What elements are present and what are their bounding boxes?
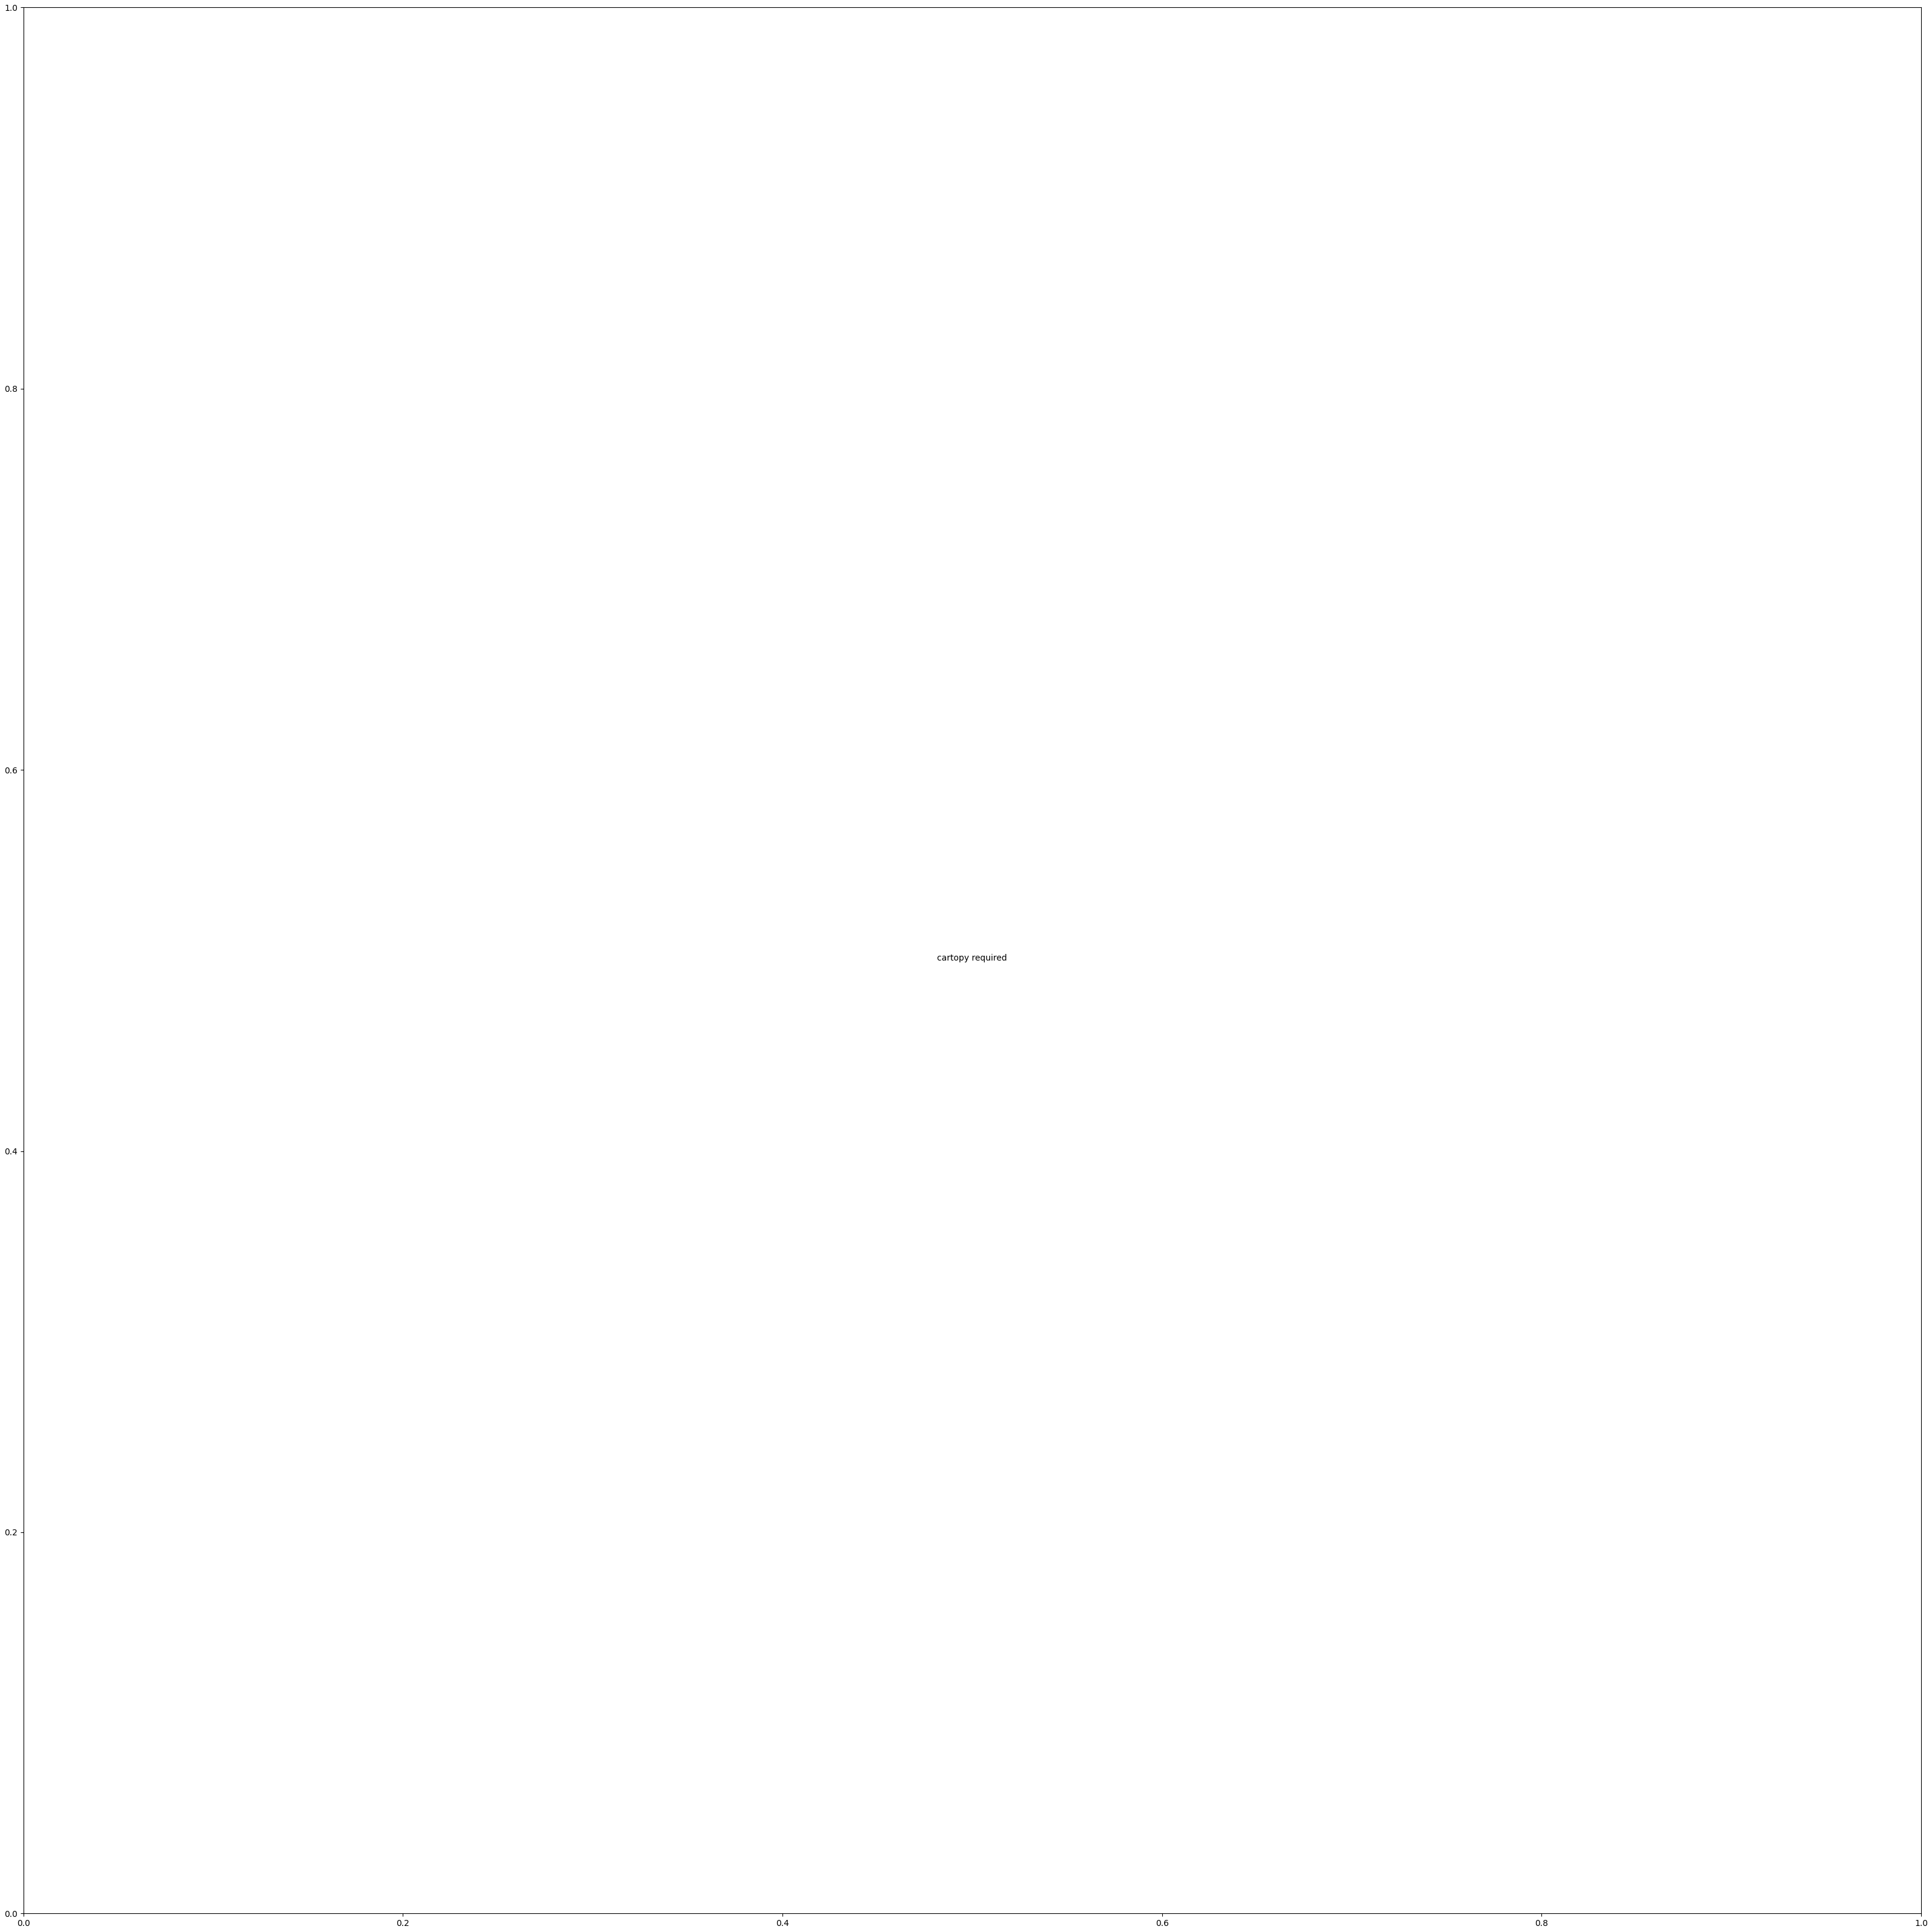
Text: cartopy required: cartopy required bbox=[937, 954, 1007, 962]
